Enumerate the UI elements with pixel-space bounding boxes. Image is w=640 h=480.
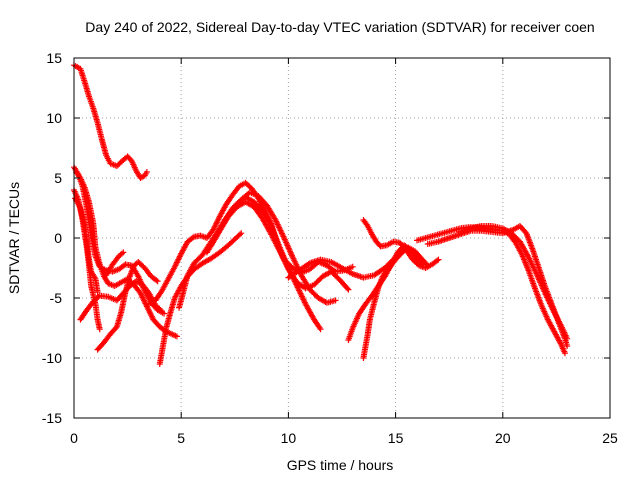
y-axis-label: SDTVAR / TECUs bbox=[6, 182, 22, 294]
x-tick-label: 25 bbox=[602, 430, 618, 446]
x-axis-label: GPS time / hours bbox=[287, 457, 394, 473]
series-arc20 bbox=[456, 223, 571, 342]
x-tick-label: 0 bbox=[70, 430, 78, 446]
y-tick-label: -10 bbox=[42, 350, 62, 366]
data-point bbox=[189, 234, 196, 241]
series-arc18 bbox=[414, 224, 568, 357]
x-tick-label: 20 bbox=[495, 430, 511, 446]
data-point bbox=[561, 350, 568, 357]
series-arc7 bbox=[94, 259, 161, 353]
chart-title: Day 240 of 2022, Sidereal Day-to-day VTE… bbox=[85, 19, 594, 35]
data-point bbox=[173, 333, 180, 340]
data-point bbox=[435, 256, 442, 263]
x-tick-label: 5 bbox=[177, 430, 185, 446]
data-point bbox=[158, 308, 165, 315]
y-tick-label: 5 bbox=[54, 170, 62, 186]
y-tick-label: 10 bbox=[46, 110, 62, 126]
y-tick-label: -15 bbox=[42, 410, 62, 426]
grid-lines bbox=[74, 58, 610, 418]
data-point bbox=[238, 230, 245, 237]
data-point bbox=[94, 289, 101, 295]
series-arc8 bbox=[103, 249, 127, 279]
y-tick-label: 0 bbox=[54, 230, 62, 246]
data-point bbox=[154, 278, 161, 285]
series-arc17 bbox=[360, 217, 442, 271]
x-tick-label: 15 bbox=[388, 430, 404, 446]
data-point bbox=[434, 257, 441, 264]
data-point bbox=[349, 263, 356, 270]
data-point bbox=[316, 324, 323, 331]
data-point bbox=[153, 277, 160, 284]
data-point bbox=[332, 297, 339, 304]
y-tick-label: -5 bbox=[50, 290, 63, 306]
series-arc13 bbox=[208, 199, 352, 293]
data-markers bbox=[71, 62, 571, 367]
series-arc5 bbox=[72, 195, 101, 295]
x-tick-label: 10 bbox=[281, 430, 297, 446]
data-point bbox=[120, 249, 127, 256]
data-point bbox=[564, 343, 571, 349]
data-point bbox=[96, 326, 103, 333]
data-point bbox=[345, 286, 352, 293]
series-arc1 bbox=[71, 62, 150, 181]
axis-ticks: 0 5 10 15 20 25 -15 -10 -5 0 5 10 15 bbox=[42, 50, 618, 446]
data-point bbox=[236, 231, 243, 238]
data-point bbox=[344, 285, 351, 292]
data-point bbox=[157, 307, 164, 313]
series-arc16 bbox=[360, 244, 431, 361]
data-point bbox=[143, 169, 150, 175]
data-point bbox=[95, 293, 102, 300]
data-point bbox=[317, 326, 324, 333]
y-tick-label: 15 bbox=[46, 50, 62, 66]
data-point bbox=[564, 335, 571, 342]
